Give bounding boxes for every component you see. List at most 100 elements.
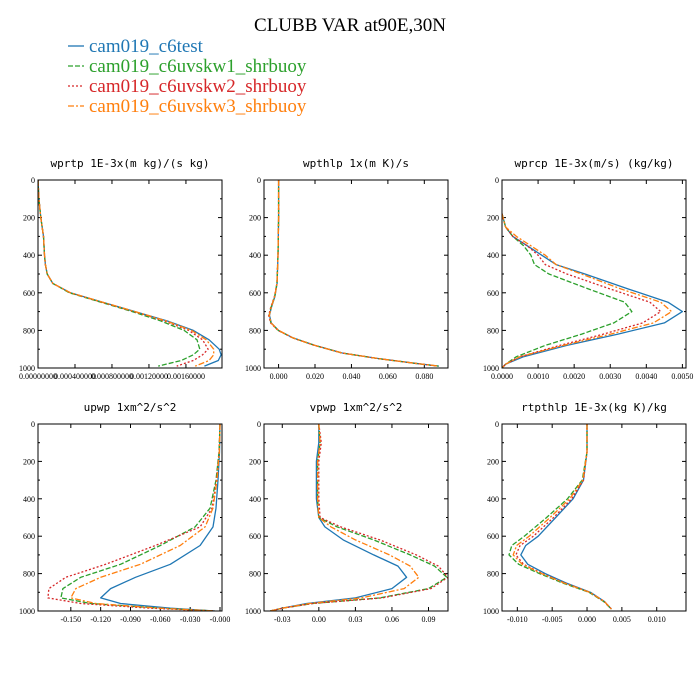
y-tick-label: 600	[249, 289, 261, 298]
x-tick-label: 0.0020	[563, 372, 585, 381]
figure-title: CLUBB VAR at90E,30N	[254, 15, 446, 36]
y-tick-label: 200	[487, 214, 499, 223]
x-tick-label: 0.00160000	[167, 372, 205, 381]
series-line-cam019_c6test	[269, 424, 408, 611]
x-tick-label: -0.060	[150, 615, 171, 624]
y-tick-label: 600	[249, 532, 261, 541]
series-line-cam019_c6uvskw1_shrbuoy	[60, 424, 221, 611]
chart-panel: wprtp 1E-3x(m kg)/(s kg) 0 200 400 600 800 100…	[19, 157, 223, 381]
series-line-cam019_c6uvskw1_shrbuoy	[269, 424, 448, 611]
x-tick-label: 0.0030	[599, 372, 621, 381]
y-tick-label: 400	[23, 495, 35, 504]
x-tick-label: -0.030	[180, 615, 201, 624]
x-tick-label: 0.000	[270, 372, 288, 381]
series-line-cam019_c6uvskw2_shrbuoy	[269, 424, 448, 611]
y-tick-label: 800	[487, 570, 499, 579]
y-tick-label: 600	[487, 532, 499, 541]
legend-label: cam019_c6test	[89, 36, 204, 57]
panel-title: wprcp 1E-3x(m/s) (kg/kg)	[515, 157, 674, 170]
legend-item: cam019_c6uvskw3_shrbuoy	[68, 96, 307, 117]
y-tick-label: 200	[487, 457, 499, 466]
chart-panel: vpwp 1xm^2/s^2 0 200 400 600 800 1000 -0.03 0.00…	[245, 401, 449, 624]
x-tick-label: 0.03	[348, 615, 362, 624]
series-line-cam019_c6test	[520, 424, 612, 610]
plot-frame	[501, 179, 687, 369]
x-tick-label: 0.060	[379, 372, 397, 381]
plot-frame	[37, 179, 223, 369]
x-tick-label: 0.0040	[635, 372, 657, 381]
x-tick-label: 0.00	[312, 615, 326, 624]
y-tick-label: 800	[487, 326, 499, 335]
series-line-cam019_c6uvskw1_shrbuoy	[508, 424, 612, 610]
panel-title: wprtp 1E-3x(m kg)/(s kg)	[51, 157, 210, 170]
series-line-cam019_c6test	[100, 424, 221, 611]
series-line-cam019_c6uvskw2_shrbuoy	[47, 424, 221, 611]
y-tick-label: 1000	[483, 364, 499, 373]
y-tick-label: 800	[249, 570, 261, 579]
series-line-cam019_c6uvskw3_shrbuoy	[38, 180, 215, 367]
x-tick-label: -0.000	[210, 615, 231, 624]
x-tick-label: 0.00120000	[130, 372, 168, 381]
series-line-cam019_c6uvskw3_shrbuoy	[70, 424, 221, 611]
series-line-cam019_c6uvskw2_shrbuoy	[515, 424, 612, 610]
plot-frame	[37, 423, 223, 612]
x-tick-label: -0.010	[507, 615, 528, 624]
x-tick-label: 0.00000000	[19, 372, 57, 381]
x-tick-label: 0.040	[342, 372, 360, 381]
y-tick-label: 1000	[19, 364, 35, 373]
x-tick-label: -0.005	[542, 615, 563, 624]
y-tick-label: 1000	[19, 607, 35, 616]
y-tick-label: 0	[31, 420, 35, 429]
series-line-cam019_c6test	[38, 180, 222, 367]
series-line-cam019_c6uvskw3_shrbuoy	[512, 424, 612, 610]
x-tick-label: 0.005	[613, 615, 631, 624]
legend: cam019_c6testcam019_c6uvskw1_shrbuoycam0…	[68, 36, 307, 117]
y-tick-label: 200	[249, 457, 261, 466]
x-tick-label: 0.09	[422, 615, 436, 624]
plot-frame	[263, 423, 449, 612]
y-tick-label: 200	[249, 214, 261, 223]
panel-title: upwp 1xm^2/s^2	[84, 401, 177, 414]
series-line-cam019_c6test	[502, 213, 684, 368]
y-tick-label: 0	[31, 176, 35, 185]
chart-panel: upwp 1xm^2/s^2 0 200 400 600 800 1000 -0.150 -0.…	[19, 401, 230, 624]
y-tick-label: 800	[23, 326, 35, 335]
series-line-cam019_c6uvskw3_shrbuoy	[268, 180, 439, 367]
y-tick-label: 400	[487, 251, 499, 260]
series-line-cam019_c6uvskw3_shrbuoy	[502, 213, 673, 368]
x-tick-label: 0.000400000	[54, 372, 96, 381]
x-tick-label: -0.150	[60, 615, 81, 624]
y-tick-label: 600	[23, 289, 35, 298]
series-line-cam019_c6uvskw2_shrbuoy	[38, 180, 209, 367]
y-tick-label: 0	[495, 176, 499, 185]
legend-item: cam019_c6uvskw2_shrbuoy	[68, 76, 307, 97]
legend-label: cam019_c6uvskw2_shrbuoy	[89, 76, 307, 97]
x-tick-label: 0.06	[385, 615, 399, 624]
plot-frame	[263, 179, 449, 369]
x-tick-label: 0.0010	[527, 372, 549, 381]
x-tick-label: 0.0000	[491, 372, 513, 381]
y-tick-label: 200	[23, 457, 35, 466]
legend-item: cam019_c6test	[68, 36, 204, 57]
y-tick-label: 0	[257, 420, 261, 429]
x-tick-label: 0.0050	[671, 372, 693, 381]
x-tick-label: 0.080	[415, 372, 433, 381]
x-tick-label: -0.03	[274, 615, 291, 624]
panel-title: rtpthlp 1E-3x(kg K)/kg	[521, 401, 667, 414]
y-tick-label: 200	[23, 214, 35, 223]
y-tick-label: 1000	[245, 364, 261, 373]
series-line-cam019_c6uvskw1_shrbuoy	[38, 180, 201, 367]
y-tick-label: 400	[249, 251, 261, 260]
series-line-cam019_c6uvskw2_shrbuoy	[502, 213, 662, 368]
x-tick-label: 0.000	[578, 615, 596, 624]
x-tick-label: -0.090	[120, 615, 141, 624]
chart-panels: wprtp 1E-3x(m kg)/(s kg) 0 200 400 600 800 100…	[19, 157, 693, 624]
y-tick-label: 400	[249, 495, 261, 504]
y-tick-label: 1000	[245, 607, 261, 616]
x-tick-label: 0.020	[306, 372, 324, 381]
y-tick-label: 400	[487, 495, 499, 504]
y-tick-label: 800	[249, 326, 261, 335]
y-tick-label: 1000	[483, 607, 499, 616]
y-tick-label: 600	[487, 289, 499, 298]
